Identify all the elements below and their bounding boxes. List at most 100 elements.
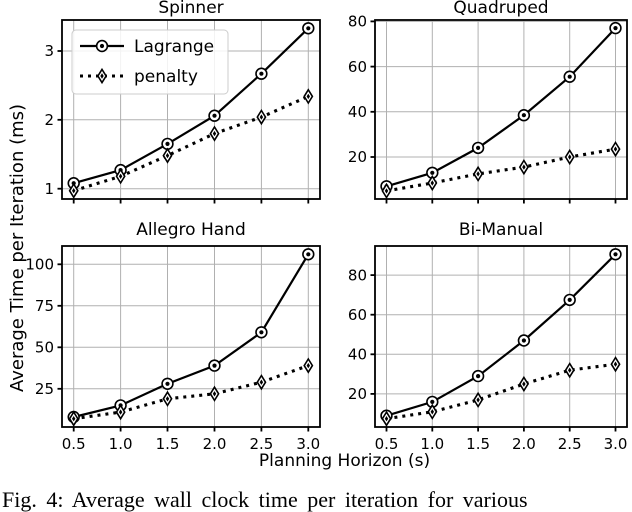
diamond-dot-marker: [256, 374, 267, 391]
svg-text:40: 40: [348, 346, 367, 364]
diamond-dot-marker: [115, 403, 126, 421]
subplot-title-spinner: Spinner: [158, 0, 224, 18]
svg-text:75: 75: [35, 297, 54, 315]
diamond-dot-marker: [303, 357, 314, 374]
diamond-dot-marker: [256, 108, 267, 126]
svg-text:1.5: 1.5: [466, 435, 490, 453]
x-axis-label: Planning Horizon (s): [258, 451, 431, 471]
circle-dot-marker: [426, 395, 439, 409]
svg-text:2: 2: [44, 111, 54, 129]
svg-text:3.0: 3.0: [604, 435, 628, 453]
subplot-quadruped: 20 40 60 80: [348, 13, 628, 204]
diamond-dot-marker: [381, 182, 392, 200]
svg-text:0.5: 0.5: [62, 435, 86, 453]
plot-frame: [61, 245, 321, 428]
tick-marks: [57, 263, 310, 432]
svg-text:0.5: 0.5: [375, 435, 399, 453]
series-penalty-markers: [68, 88, 314, 199]
svg-text:2.0: 2.0: [203, 435, 227, 453]
legend-label: penalty: [134, 67, 198, 87]
x-tick-labels: 0.5 1.0 1.5 2.0 2.5 3.0: [62, 435, 320, 453]
svg-text:20: 20: [348, 148, 367, 166]
diamond-dot-marker: [209, 125, 220, 142]
series-lagrange-line: [73, 27, 310, 185]
series-penalty-line: [73, 94, 309, 193]
diamond-dot-marker: [473, 391, 484, 409]
circle-dot-marker: [95, 39, 109, 53]
circle-dot-marker: [161, 377, 174, 391]
svg-text:25: 25: [35, 380, 54, 398]
diamond-dot-marker: [427, 403, 438, 420]
diamond-dot-marker: [610, 356, 621, 373]
svg-text:2.5: 2.5: [249, 435, 273, 453]
svg-text:60: 60: [348, 58, 367, 76]
circle-dot-marker: [609, 21, 622, 35]
svg-text:1.0: 1.0: [109, 435, 133, 453]
gridlines: [375, 246, 627, 427]
diamond-dot-marker: [564, 362, 575, 379]
svg-text:1.5: 1.5: [156, 435, 180, 453]
circle-dot-marker: [471, 369, 485, 383]
subplot-bi-manual: 20 40 60 80 0.5 1.0 1.5 2.0 2.5 3.0: [348, 245, 628, 453]
gridlines: [375, 20, 627, 199]
circle-dot-marker: [255, 326, 268, 339]
series-penalty-markers: [68, 357, 314, 427]
svg-text:20: 20: [348, 385, 367, 403]
diamond-dot-marker: [68, 410, 79, 427]
gridlines: [62, 246, 320, 427]
plot-frame: [61, 19, 321, 200]
series-lagrange-markers: [380, 21, 622, 193]
y-tick-labels: 25 50 75 100: [25, 256, 54, 399]
diamond-dot-marker: [162, 390, 173, 407]
circle-dot-marker: [563, 70, 576, 83]
svg-text:100: 100: [25, 256, 54, 274]
svg-text:40: 40: [348, 103, 367, 121]
subplot-allegro-hand: 25 50 75 100 0.5 1.0 1.5 2.0 2.5 3.0: [25, 245, 321, 453]
y-tick-labels: 1 2 3: [44, 42, 54, 198]
svg-text:60: 60: [348, 306, 367, 324]
legend-label: Lagrange: [134, 37, 214, 57]
circle-dot-marker: [471, 141, 485, 155]
subplot-title-bi-manual: Bi-Manual: [458, 220, 544, 240]
diamond-dot-marker: [473, 165, 484, 183]
svg-text:50: 50: [35, 339, 54, 357]
diamond-dot-marker: [68, 182, 79, 199]
svg-text:80: 80: [348, 266, 367, 284]
diamond-dot-marker: [115, 168, 126, 185]
diamond-dot-marker: [381, 410, 392, 427]
plot-frame: [374, 245, 628, 428]
circle-dot-marker: [302, 248, 315, 261]
circle-dot-marker: [208, 359, 221, 372]
y-tick-labels: 20 40 60 80: [348, 13, 367, 167]
series-lagrange-line: [386, 27, 617, 188]
figure-caption: Fig. 4: Average wall clock time per iter…: [2, 487, 528, 512]
circle-dot-marker: [302, 22, 315, 35]
tick-marks: [370, 274, 617, 432]
legend-item-lagrange: Lagrange: [80, 37, 214, 57]
legend-item-penalty: penalty: [80, 67, 198, 87]
diamond-dot-marker: [96, 67, 108, 85]
diamond-dot-marker: [209, 385, 220, 402]
svg-text:1.0: 1.0: [420, 435, 444, 453]
diamond-dot-marker: [303, 88, 314, 105]
circle-dot-marker: [609, 248, 622, 261]
subplot-spinner: 1 2 3 Lagrange penalty: [44, 19, 321, 204]
series-lagrange-line: [386, 253, 617, 417]
circle-dot-marker: [208, 109, 221, 122]
legend: Lagrange penalty: [71, 29, 229, 95]
circle-dot-marker: [517, 108, 531, 122]
tick-marks: [57, 50, 310, 204]
svg-text:1: 1: [44, 180, 54, 198]
y-tick-labels: 20 40 60 80: [348, 266, 367, 403]
svg-text:3: 3: [44, 42, 54, 60]
diamond-dot-marker: [564, 148, 575, 166]
plot-frame: [374, 19, 628, 200]
svg-text:3.0: 3.0: [296, 435, 320, 453]
circle-dot-marker: [517, 334, 531, 347]
series-penalty-line: [386, 147, 616, 193]
series-lagrange-line: [73, 253, 310, 419]
diamond-dot-marker: [518, 375, 529, 393]
circle-dot-marker: [255, 67, 268, 80]
series-penalty-markers: [381, 140, 621, 200]
